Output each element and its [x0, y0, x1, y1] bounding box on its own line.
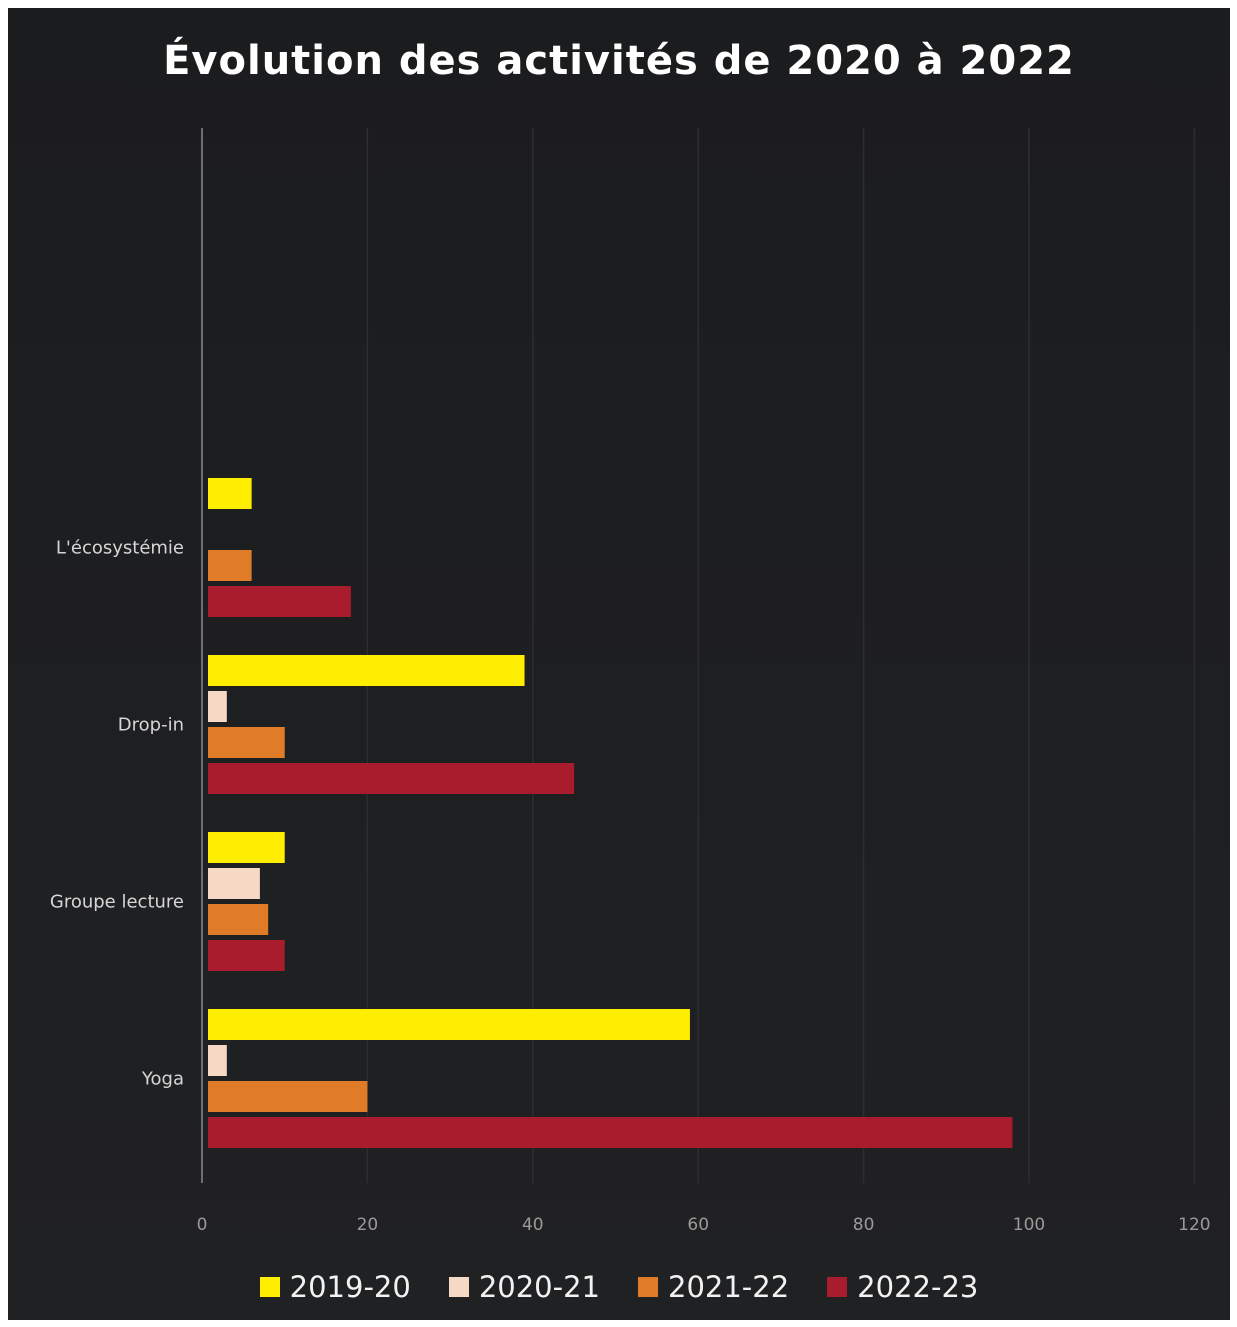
legend-item: 2021-22	[638, 1270, 789, 1304]
bar	[208, 691, 227, 722]
bar	[208, 904, 269, 935]
legend-label: 2020-21	[478, 1270, 600, 1304]
x-tick-label: 60	[687, 1215, 709, 1235]
plot-area: 0 20 40 60 80 100 120 Yoga Groupe lecture Drop-in…	[50, 128, 1211, 1235]
legend-item: 2019-20	[259, 1270, 411, 1304]
category-label: L'écosystémie	[56, 538, 184, 559]
legend-item: 2020-21	[448, 1270, 600, 1304]
bar	[208, 940, 285, 971]
bar	[208, 1117, 1013, 1148]
x-tick-label: 0	[197, 1215, 208, 1235]
category-label: Yoga	[141, 1069, 184, 1090]
bar	[208, 868, 260, 899]
x-tick-label: 120	[1178, 1215, 1210, 1235]
legend-item: 2022-23	[827, 1270, 978, 1304]
category-label: Groupe lecture	[50, 892, 184, 913]
bar	[208, 550, 252, 581]
bar	[208, 727, 285, 758]
x-tick-label: 20	[357, 1215, 379, 1235]
legend-swatch	[638, 1277, 658, 1297]
legend-swatch	[259, 1277, 280, 1297]
bar	[208, 655, 525, 686]
bar	[208, 1045, 227, 1076]
chart-title: Évolution des activités de 2020 à 2022	[163, 38, 1075, 84]
bar	[208, 478, 252, 509]
chart-frame: Évolution des activités de 2020 à 2022 0…	[8, 8, 1230, 1320]
legend-swatch	[827, 1277, 848, 1297]
legend: 2019-20 2020-21 2021-22 2022-23	[8, 1270, 1230, 1304]
legend-label: 2019-20	[289, 1270, 411, 1304]
legend-swatch	[448, 1277, 469, 1297]
x-tick-label: 80	[853, 1215, 875, 1235]
legend-label: 2021-22	[668, 1270, 790, 1304]
bar	[208, 832, 285, 863]
bar	[208, 586, 351, 617]
legend-label: 2022-23	[857, 1270, 979, 1304]
x-tick-label: 100	[1013, 1215, 1045, 1235]
x-tick-label: 40	[522, 1215, 544, 1235]
bar	[208, 763, 575, 794]
bar	[208, 1009, 690, 1040]
bar	[208, 1081, 368, 1112]
category-label: Drop-in	[118, 715, 184, 736]
